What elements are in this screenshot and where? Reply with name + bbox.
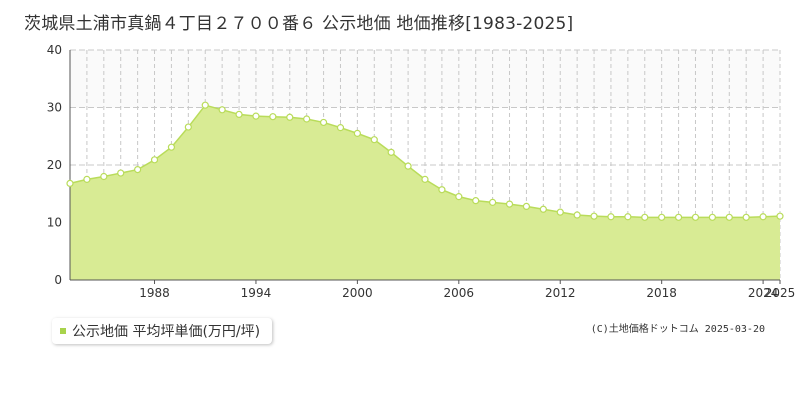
y-tick-label: 30	[47, 101, 62, 115]
data-point-marker	[252, 112, 260, 120]
series-area	[70, 105, 780, 280]
data-point-marker	[742, 213, 750, 221]
x-tick-label: 1988	[139, 286, 170, 300]
legend-swatch-icon	[60, 328, 66, 334]
data-point-marker	[522, 202, 531, 210]
x-tick-label: 2006	[444, 286, 475, 300]
data-point-marker	[556, 208, 564, 216]
data-point-marker	[759, 213, 767, 221]
data-point-marker	[336, 124, 345, 132]
data-point-marker	[117, 169, 125, 177]
data-point-marker	[218, 106, 226, 114]
data-point-marker	[100, 172, 108, 181]
copyright-credit: (C)土地価格ドットコム 2025-03-20	[590, 324, 765, 335]
data-point-marker	[658, 213, 666, 221]
data-point-marker	[505, 200, 514, 208]
marker-layer	[66, 101, 784, 221]
y-tick-label: 0	[54, 273, 62, 287]
x-tick-label: 1994	[241, 286, 272, 300]
x-tick-label: 2025	[765, 286, 796, 300]
y-tick-label: 10	[47, 216, 62, 230]
data-point-marker	[590, 212, 598, 220]
y-tick-label: 20	[47, 158, 62, 172]
x-tick-label: 2024	[748, 286, 779, 300]
data-point-marker	[303, 115, 311, 123]
data-point-marker	[319, 118, 328, 127]
y-tick-label: 40	[47, 43, 62, 57]
x-tick-label: 2000	[342, 286, 373, 300]
data-point-marker	[167, 143, 176, 151]
data-point-marker	[539, 205, 547, 213]
data-point-marker	[353, 129, 361, 137]
chart-title: 茨城県土浦市真鍋４丁目２７００番６ 公示地価 地価推移[1983-2025]	[24, 14, 574, 34]
data-point-marker	[83, 175, 91, 183]
axis-layer: 0 10 20 30 40 1988 1994 2000 2006 2012 2018 2024202…	[47, 43, 796, 300]
data-point-marker	[150, 156, 159, 164]
data-point-marker	[235, 110, 243, 119]
data-point-marker	[708, 213, 716, 221]
x-tick-label: 2012	[545, 286, 576, 300]
data-point-marker	[472, 197, 480, 205]
data-point-marker	[776, 212, 784, 220]
data-point-marker	[201, 101, 209, 109]
area-layer	[69, 104, 781, 280]
data-point-marker	[573, 211, 581, 219]
data-point-marker	[489, 198, 497, 206]
data-point-marker	[725, 213, 733, 221]
legend-label: 公示地価 平均坪単価(万円/坪)	[72, 324, 261, 340]
data-point-marker	[370, 136, 378, 144]
data-point-marker	[438, 186, 446, 194]
data-point-marker	[674, 213, 683, 221]
data-point-marker	[184, 123, 192, 131]
x-tick-label: 2018	[646, 286, 677, 300]
legend: 公示地価 平均坪単価(万円/坪)	[52, 318, 273, 344]
data-point-marker	[691, 213, 700, 221]
data-point-marker	[455, 193, 463, 201]
data-point-marker	[286, 113, 294, 121]
data-point-marker	[404, 162, 412, 170]
data-point-marker	[387, 148, 395, 156]
data-point-marker	[421, 175, 429, 183]
data-point-marker	[641, 213, 649, 221]
data-point-marker	[607, 213, 615, 221]
data-point-marker	[134, 166, 142, 174]
data-point-marker	[66, 179, 74, 187]
data-point-marker	[269, 113, 277, 121]
data-point-marker	[624, 213, 632, 221]
